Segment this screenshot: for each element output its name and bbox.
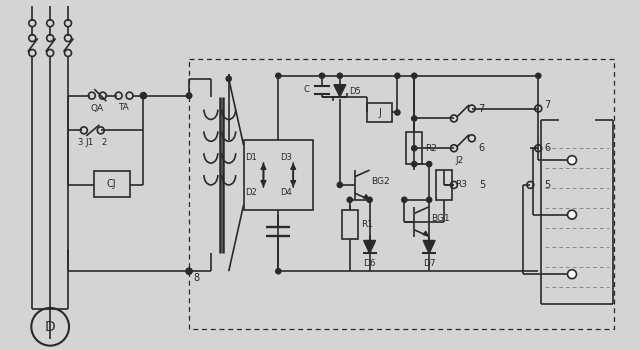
Text: 7: 7	[544, 99, 550, 110]
Text: D6: D6	[364, 259, 376, 268]
Bar	[189, 59, 614, 329]
Polygon shape	[364, 240, 376, 253]
Polygon shape	[334, 85, 346, 97]
Text: D3: D3	[280, 153, 292, 162]
Circle shape	[276, 269, 281, 274]
Text: J1: J1	[86, 138, 94, 147]
Text: D5: D5	[349, 87, 360, 96]
Circle shape	[412, 146, 417, 151]
Bar	[244, 140, 313, 210]
Circle shape	[412, 116, 417, 121]
Circle shape	[412, 73, 417, 78]
Circle shape	[186, 268, 192, 274]
Circle shape	[427, 197, 431, 202]
Circle shape	[412, 162, 417, 167]
Circle shape	[319, 73, 324, 78]
Circle shape	[337, 182, 342, 187]
Bar	[94, 171, 129, 197]
Text: D1: D1	[246, 153, 257, 162]
Circle shape	[427, 162, 431, 167]
Circle shape	[568, 270, 577, 279]
Text: D4: D4	[280, 188, 292, 197]
Bar	[406, 132, 422, 164]
Circle shape	[568, 210, 577, 219]
Circle shape	[402, 197, 407, 202]
Circle shape	[187, 269, 191, 274]
Circle shape	[227, 76, 231, 81]
Circle shape	[187, 93, 191, 98]
Circle shape	[536, 73, 541, 78]
Text: C: C	[303, 85, 309, 94]
Text: 5: 5	[479, 180, 485, 190]
Circle shape	[337, 73, 342, 78]
Text: R1: R1	[361, 220, 372, 229]
Text: 2: 2	[101, 138, 106, 147]
Text: QA: QA	[90, 104, 103, 113]
Circle shape	[187, 93, 191, 98]
Polygon shape	[423, 240, 435, 253]
Text: 5: 5	[544, 180, 550, 190]
Circle shape	[395, 73, 400, 78]
Bar	[367, 103, 392, 122]
Text: R2: R2	[425, 144, 437, 153]
Circle shape	[568, 156, 577, 164]
Text: BG1: BG1	[431, 214, 450, 223]
Text: J2: J2	[456, 156, 464, 164]
Circle shape	[140, 93, 147, 99]
Text: R3: R3	[455, 180, 467, 189]
Circle shape	[141, 93, 146, 98]
Text: 8: 8	[193, 273, 199, 283]
Text: J: J	[378, 107, 381, 118]
Text: D7: D7	[423, 259, 435, 268]
Circle shape	[367, 197, 372, 202]
Text: 3: 3	[77, 138, 83, 147]
Bar	[342, 210, 358, 239]
Text: 6: 6	[544, 143, 550, 153]
Circle shape	[276, 73, 281, 78]
Text: TA: TA	[118, 103, 129, 112]
Circle shape	[348, 197, 352, 202]
Text: D2: D2	[246, 188, 257, 197]
Text: 6: 6	[479, 143, 485, 153]
Text: D: D	[45, 320, 56, 334]
Text: BG2: BG2	[372, 177, 390, 187]
Text: 7: 7	[477, 104, 484, 113]
Circle shape	[395, 110, 400, 115]
Bar	[436, 170, 452, 200]
Text: CJ: CJ	[107, 179, 116, 189]
